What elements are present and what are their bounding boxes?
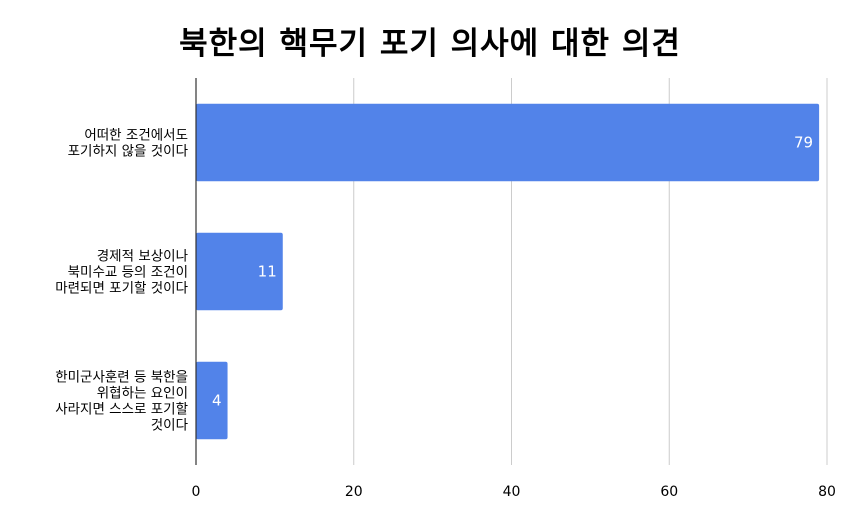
category-label-line: 것이다 (151, 418, 189, 434)
bar (196, 361, 228, 440)
x-tick-label: 80 (818, 484, 836, 500)
bar (196, 103, 820, 182)
data-label: 79 (794, 134, 813, 152)
category-label-line: 한미군사훈련 등 북한을 (55, 370, 188, 386)
category-label-line: 경제적 보상이나 (97, 249, 188, 265)
bar (196, 232, 283, 311)
x-tick-label: 40 (503, 484, 521, 500)
data-label: 11 (258, 263, 277, 281)
x-tick-label: 0 (192, 484, 201, 500)
category-label-line: 북미수교 등의 조건이 (68, 265, 188, 281)
data-label: 4 (212, 392, 222, 410)
category-label-line: 어떠한 조건에서도 (84, 128, 188, 144)
category-label-line: 위협하는 요인이 (97, 386, 188, 402)
labels: 0 20 40 60 80 79 어떠한 조건에서도 포기하지 않을 것이다 11 경제적 보상이… (55, 128, 836, 501)
x-tick-label: 60 (660, 484, 678, 500)
category-label: 경제적 보상이나 북미수교 등의 조건이 마련되면 포기할 것이다 (55, 249, 188, 297)
category-label-line: 포기하지 않을 것이다 (68, 144, 189, 160)
category-label-line: 사라지면 스스로 포기할 (55, 402, 188, 418)
category-label-line: 마련되면 포기할 것이다 (55, 281, 188, 297)
category-label: 어떠한 조건에서도 포기하지 않을 것이다 (68, 128, 189, 160)
x-tick-label: 20 (345, 484, 363, 500)
bars (196, 103, 820, 440)
category-label: 한미군사훈련 등 북한을 위협하는 요인이 사라지면 스스로 포기할 것이다 (55, 370, 188, 434)
chart-title: 북한의 핵무기 포기 의사에 대한 의견 (179, 26, 681, 62)
